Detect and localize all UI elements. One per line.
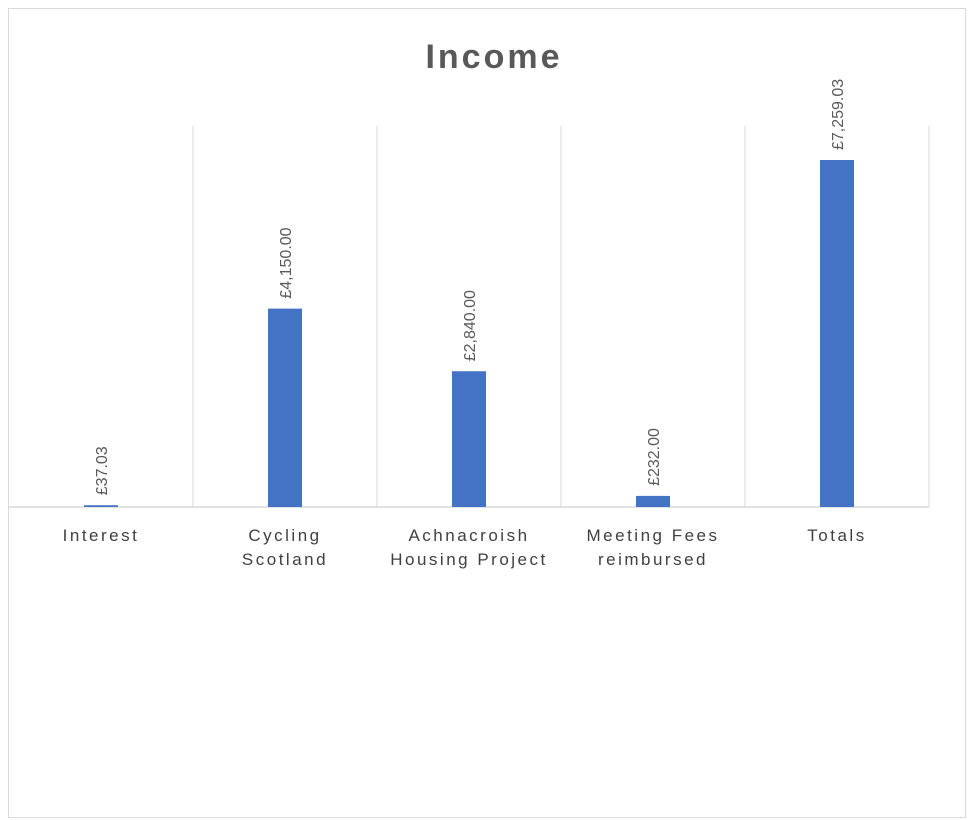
data-label: £2,840.00 (462, 290, 479, 361)
bars (84, 160, 854, 507)
chart-area (8, 8, 966, 818)
category-label: Scotland (242, 550, 328, 569)
bar (820, 160, 854, 507)
category-label: Cycling (248, 526, 321, 545)
bar (268, 308, 302, 507)
category-label: Interest (63, 526, 140, 545)
chart-title: Income (425, 38, 562, 76)
data-label: £7,259.03 (830, 79, 847, 150)
bar (636, 495, 670, 507)
category-label: Meeting Fees (587, 526, 720, 545)
category-gridlines (192, 126, 930, 507)
category-labels: Interest Cycling Scotland Achnacroish Housin… (63, 526, 866, 569)
data-labels: £37.03 £4,150.00 £2,840.00 £232.00 £7,259.03 (94, 79, 847, 496)
data-label: £37.03 (94, 446, 111, 495)
data-label: £232.00 (646, 428, 663, 486)
category-label: Achnacroish (408, 526, 529, 545)
category-label: Housing Project (390, 550, 548, 569)
bar (452, 371, 486, 507)
category-label: reimbursed (598, 550, 708, 569)
category-label: Totals (807, 526, 866, 545)
bar (84, 505, 118, 507)
data-label: £4,150.00 (278, 227, 295, 298)
